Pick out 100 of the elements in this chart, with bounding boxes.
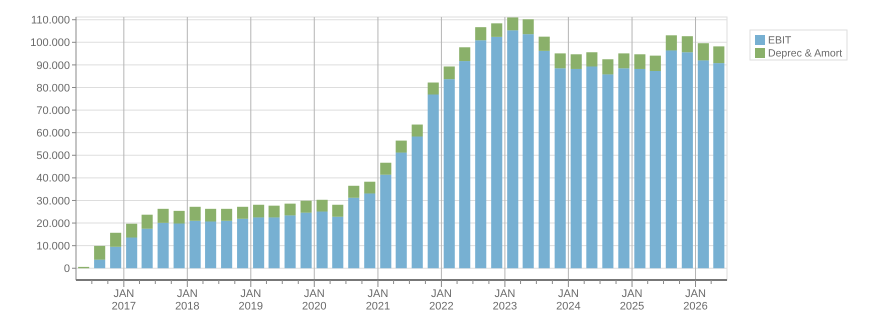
- bar: [268, 217, 280, 268]
- legend-label: Deprec & Amort: [768, 48, 842, 60]
- bar: [348, 198, 360, 268]
- y-tick-label: 90.000: [36, 60, 70, 72]
- bar: [682, 52, 693, 268]
- bar: [316, 212, 328, 268]
- bar: [380, 162, 392, 175]
- bar: [475, 27, 486, 40]
- bar: [94, 260, 106, 268]
- y-tick-label: 50.000: [36, 150, 70, 162]
- bar: [713, 63, 724, 268]
- bar: [650, 71, 661, 268]
- bar: [522, 34, 534, 268]
- bar: [237, 218, 248, 268]
- bar: [253, 204, 264, 218]
- bar: [412, 136, 423, 268]
- bar: [332, 216, 344, 268]
- y-tick-label: 80.000: [36, 82, 70, 94]
- y-tick-label: 30.000: [36, 195, 70, 208]
- x-tick-label: JAN 2017: [112, 288, 136, 312]
- bar: [698, 43, 709, 60]
- y-tick-label: 60.000: [36, 128, 70, 140]
- bar: [444, 79, 455, 268]
- bar: [300, 200, 312, 213]
- bar: [491, 36, 502, 268]
- bar: [94, 246, 106, 260]
- bar: [428, 82, 439, 94]
- y-tick-label: 40.000: [36, 172, 70, 185]
- bar: [682, 36, 693, 52]
- bar: [602, 59, 614, 74]
- bar: [205, 208, 216, 222]
- bar: [475, 40, 486, 268]
- y-tick-label: 100.000: [30, 37, 70, 50]
- bar: [713, 46, 724, 64]
- bar: [396, 152, 407, 268]
- bar: [190, 220, 201, 268]
- bar: [126, 224, 138, 238]
- bar: [221, 208, 232, 221]
- bar: [190, 206, 201, 221]
- x-tick-label: JAN 2025: [620, 288, 644, 312]
- bar: [459, 61, 470, 268]
- bar: [396, 140, 407, 153]
- bar: [538, 50, 550, 268]
- y-tick-label: 70.000: [36, 104, 70, 117]
- bar: [284, 215, 296, 268]
- bar: [158, 208, 169, 223]
- bar: [650, 56, 661, 71]
- x-tick-label: JAN 2021: [366, 288, 390, 312]
- bar: [491, 23, 502, 37]
- bar: [554, 53, 566, 68]
- bar: [570, 54, 582, 69]
- bar: [332, 204, 344, 217]
- bar: [698, 60, 709, 268]
- bar: [507, 17, 518, 30]
- bar: [602, 74, 614, 268]
- bar: [538, 36, 550, 51]
- bar: [221, 220, 232, 268]
- x-tick-label: JAN 2019: [238, 288, 264, 312]
- bar: [380, 174, 392, 268]
- x-tick-label: JAN 2018: [175, 288, 200, 312]
- bar: [316, 200, 328, 212]
- x-tick-label: JAN 2026: [683, 288, 708, 312]
- bar: [284, 204, 296, 216]
- bar: [618, 53, 630, 68]
- bar: [237, 206, 248, 219]
- x-tick-label: JAN 2020: [302, 288, 327, 312]
- bar: [158, 222, 169, 268]
- bar: [348, 186, 360, 198]
- bar: [570, 68, 582, 268]
- bar: [364, 182, 376, 194]
- bar: [634, 68, 646, 268]
- bar: [142, 214, 153, 229]
- bar: [586, 52, 598, 66]
- bar: [554, 68, 566, 268]
- bar: [174, 224, 185, 268]
- y-tick-label: 10.000: [36, 240, 70, 253]
- bar: [666, 50, 677, 268]
- bar: [110, 232, 122, 247]
- legend-label: EBIT: [768, 34, 792, 47]
- x-tick-label: JAN 2023: [492, 288, 518, 312]
- bar: [110, 246, 122, 268]
- bar: [268, 206, 280, 218]
- bar: [205, 221, 216, 268]
- bar: [142, 228, 153, 268]
- bar: [428, 94, 439, 268]
- bar: [634, 54, 646, 69]
- bar: [522, 19, 534, 34]
- y-tick-label: 110.000: [31, 14, 70, 27]
- bar: [507, 30, 518, 268]
- bar: [459, 47, 470, 62]
- x-tick-label: JAN 2024: [556, 288, 581, 312]
- bar: [412, 124, 423, 137]
- bar: [253, 217, 264, 268]
- bar: [666, 35, 677, 50]
- bar: [364, 193, 376, 268]
- bar: [300, 212, 312, 268]
- y-tick-label: 0: [64, 263, 70, 276]
- x-tick-label: JAN 2022: [429, 288, 454, 312]
- y-tick-label: 20.000: [36, 218, 70, 230]
- bar: [126, 238, 138, 268]
